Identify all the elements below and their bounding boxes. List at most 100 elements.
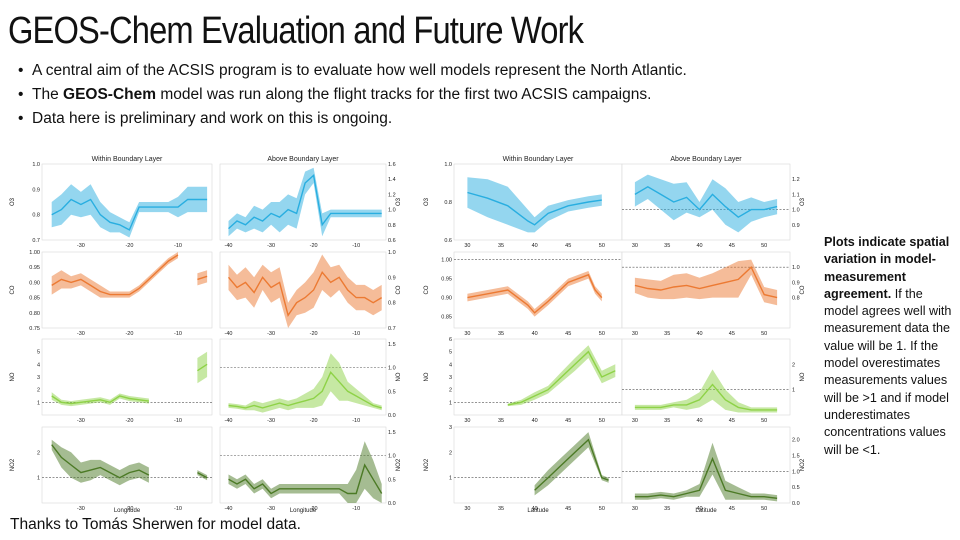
x-axis-label: Latitude bbox=[695, 508, 717, 514]
y-axis-label: CO bbox=[800, 285, 806, 294]
y-tick-label: 5 bbox=[449, 350, 452, 356]
y-tick-label: 0.7 bbox=[32, 238, 40, 244]
y-tick-label: 2 bbox=[37, 450, 40, 456]
x-tick-label: 40 bbox=[696, 331, 702, 337]
series-line bbox=[228, 371, 382, 409]
x-tick-label: 40 bbox=[696, 418, 702, 424]
slide-title: GEOS-Chem Evaluation and Future Work bbox=[8, 10, 584, 52]
series-line bbox=[228, 174, 382, 230]
y-tick-label: 0.0 bbox=[792, 501, 800, 507]
x-tick-label: -30 bbox=[77, 418, 85, 424]
y-tick-label: 0.9 bbox=[388, 275, 396, 281]
series-line bbox=[51, 254, 179, 296]
y-tick-label: 6 bbox=[449, 337, 452, 343]
y-tick-label: 0.80 bbox=[29, 311, 40, 317]
y-tick-label: 0.8 bbox=[444, 200, 452, 206]
x-tick-label: -20 bbox=[125, 243, 133, 249]
y-tick-label: 1.0 bbox=[388, 366, 396, 372]
series-line bbox=[634, 383, 778, 411]
x-tick-label: -10 bbox=[174, 331, 182, 337]
series-line bbox=[467, 191, 602, 226]
x-tick-label: -20 bbox=[310, 506, 318, 512]
uncertainty-band bbox=[634, 442, 778, 502]
series-line bbox=[634, 185, 778, 219]
y-tick-label: 2 bbox=[449, 450, 452, 456]
y-tick-label: 0.6 bbox=[444, 238, 452, 244]
y-axis-label: CO bbox=[10, 285, 16, 294]
y-tick-label: 1.2 bbox=[792, 177, 800, 183]
bullet-text: model was run along the flight tracks fo… bbox=[156, 86, 652, 103]
x-tick-label: 45 bbox=[565, 418, 571, 424]
credit-text: Thanks to Tomás Sherwen for model data. bbox=[10, 516, 301, 533]
x-axis-label: Latitude bbox=[527, 508, 549, 514]
x-tick-label: -20 bbox=[310, 331, 318, 337]
y-tick-label: 1.2 bbox=[388, 192, 396, 198]
x-tick-label: -30 bbox=[77, 243, 85, 249]
x-tick-label: 35 bbox=[664, 331, 670, 337]
x-tick-label: 30 bbox=[464, 506, 470, 512]
y-tick-label: 1.0 bbox=[792, 208, 800, 214]
series-line bbox=[534, 438, 609, 491]
x-tick-label: -30 bbox=[267, 418, 275, 424]
x-tick-label: 30 bbox=[632, 418, 638, 424]
y-tick-label: 0.7 bbox=[388, 326, 396, 332]
bullet-list: • A central aim of the ACSIS program is t… bbox=[18, 62, 687, 134]
uncertainty-band bbox=[634, 259, 778, 306]
x-tick-label: 50 bbox=[761, 418, 767, 424]
x-tick-label: 50 bbox=[599, 243, 605, 249]
uncertainty-band bbox=[507, 345, 616, 407]
y-axis-label: O3 bbox=[10, 197, 16, 206]
y-tick-label: 1.0 bbox=[32, 162, 40, 168]
y-tick-label: 0.8 bbox=[792, 296, 800, 302]
y-axis-label: NO bbox=[396, 372, 402, 381]
subplot-no2-above: 2.0 1.5 1.0 0.5 0.0 NO2 30 35 40 45 50 bbox=[621, 426, 806, 512]
x-tick-label: -40 bbox=[225, 418, 233, 424]
series-line bbox=[197, 275, 208, 281]
x-tick-label: -30 bbox=[267, 243, 275, 249]
y-axis-label: NO bbox=[424, 372, 430, 381]
x-tick-label: 40 bbox=[532, 418, 538, 424]
y-tick-label: 0.85 bbox=[441, 315, 452, 321]
y-tick-label: 1.1 bbox=[792, 192, 800, 198]
bullet-item: • The GEOS-Chem model was run along the f… bbox=[18, 86, 652, 103]
x-tick-label: 45 bbox=[729, 506, 735, 512]
y-tick-label: 1 bbox=[37, 400, 40, 406]
x-tick-label: -30 bbox=[77, 331, 85, 337]
y-axis-label: NO2 bbox=[424, 458, 430, 471]
y-tick-label: 1.0 bbox=[388, 250, 396, 256]
x-tick-label: 45 bbox=[729, 331, 735, 337]
subplot-co-above: 1.0 0.9 0.8 0.7 CO -40 -30 -20 -10 bbox=[219, 250, 402, 337]
series-line bbox=[51, 444, 150, 479]
y-tick-label: 0.95 bbox=[441, 277, 452, 283]
y-tick-label: 0.0 bbox=[388, 501, 396, 507]
x-tick-label: -20 bbox=[310, 243, 318, 249]
uncertainty-band bbox=[228, 353, 382, 413]
y-tick-label: 1.4 bbox=[388, 177, 396, 183]
x-tick-label: 35 bbox=[498, 243, 504, 249]
uncertainty-band bbox=[51, 184, 208, 238]
x-tick-label: -40 bbox=[225, 243, 233, 249]
x-tick-label: 35 bbox=[498, 506, 504, 512]
y-tick-label: 1.5 bbox=[388, 342, 396, 348]
subplot-no2-within: 2 1 NO2 -30 -20 -10 bbox=[10, 426, 213, 512]
y-tick-label: 0.5 bbox=[792, 485, 800, 491]
x-tick-label: 50 bbox=[761, 506, 767, 512]
y-tick-label: 2 bbox=[792, 362, 795, 368]
x-tick-label: 45 bbox=[565, 506, 571, 512]
y-tick-label: 0.95 bbox=[29, 265, 40, 271]
x-tick-label: -20 bbox=[310, 418, 318, 424]
y-tick-label: 2 bbox=[37, 388, 40, 394]
y-tick-label: 0.90 bbox=[441, 296, 452, 302]
x-tick-label: 45 bbox=[729, 418, 735, 424]
y-tick-label: 0.6 bbox=[388, 238, 396, 244]
x-tick-label: -40 bbox=[225, 331, 233, 337]
y-axis-label: CO bbox=[424, 285, 430, 294]
subplot-no2-above: 1.5 1.0 0.5 0.0 NO2 -40 -30 -20 -10 bbox=[219, 426, 402, 512]
uncertainty-band bbox=[228, 254, 382, 328]
x-tick-label: -30 bbox=[77, 506, 85, 512]
subplot-co-within: 1.00 0.95 0.90 0.85 CO 30 35 40 45 50 bbox=[424, 251, 623, 337]
series-line bbox=[51, 198, 208, 231]
x-tick-label: 45 bbox=[729, 243, 735, 249]
uncertainty-band bbox=[467, 177, 602, 233]
bullet-text: Data here is preliminary and work on thi… bbox=[32, 110, 393, 127]
